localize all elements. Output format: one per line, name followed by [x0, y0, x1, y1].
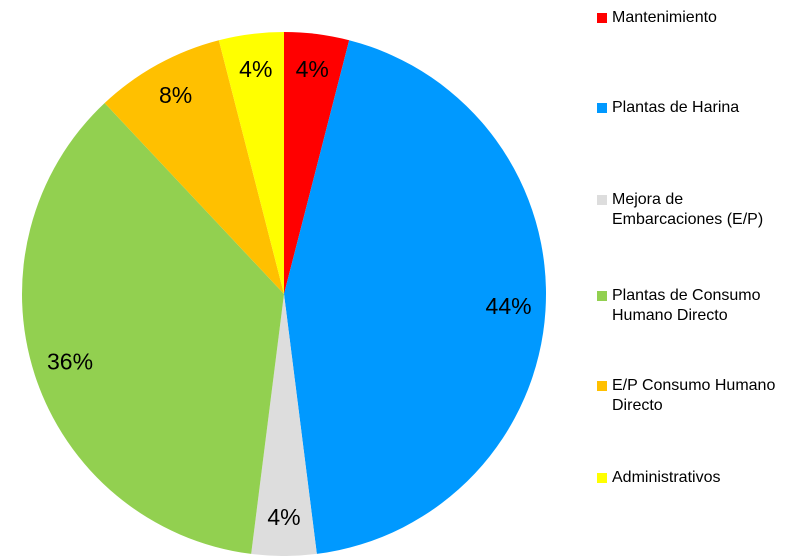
legend-label: Plantas de Consumo Humano Directo — [612, 287, 761, 324]
legend-label: Mantenimiento — [612, 9, 717, 26]
legend-item: Administrativos — [597, 468, 797, 488]
data-label: 8% — [159, 82, 192, 108]
legend-swatch — [597, 13, 607, 23]
pie-slice — [21, 103, 284, 554]
legend-swatch — [597, 473, 607, 483]
legend-label: Plantas de Harina — [612, 99, 740, 116]
legend-label: Administrativos — [612, 469, 721, 486]
pie-slice — [218, 32, 284, 294]
legend-item: Mejora de Embarcaciones (E/P) — [597, 190, 797, 230]
legend-label: E/P Consumo Humano Directo — [612, 377, 776, 414]
pie-slice — [284, 40, 547, 554]
pie-slice — [251, 294, 317, 556]
data-label: 44% — [486, 293, 532, 319]
legend-item: Plantas de Harina — [597, 98, 797, 118]
legend-item: Plantas de Consumo Humano Directo — [597, 286, 797, 326]
pie-slice — [104, 40, 285, 294]
data-label: 4% — [296, 56, 329, 82]
pie-slice — [284, 32, 350, 294]
legend-swatch — [597, 195, 607, 205]
legend-swatch — [597, 291, 607, 301]
legend-item: E/P Consumo Humano Directo — [597, 376, 797, 416]
data-label: 4% — [267, 504, 300, 530]
data-label: 4% — [239, 56, 272, 82]
legend-swatch — [597, 103, 607, 113]
data-label: 36% — [47, 349, 93, 375]
legend-item: Mantenimiento — [597, 8, 797, 28]
legend-label: Mejora de Embarcaciones (E/P) — [612, 191, 764, 228]
legend-swatch — [597, 381, 607, 391]
